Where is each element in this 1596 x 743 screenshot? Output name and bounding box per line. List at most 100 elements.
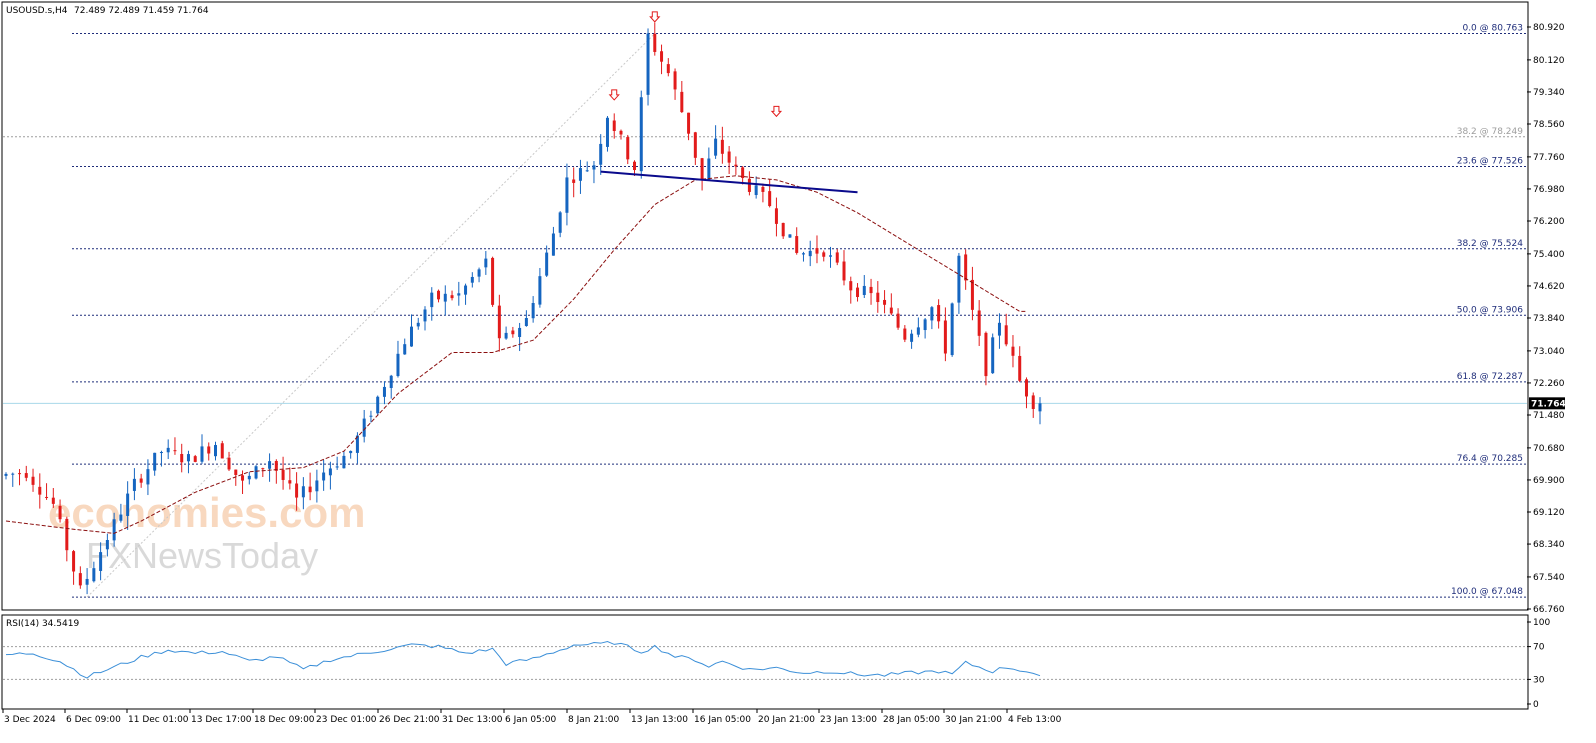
rsi-label: RSI(14) 34.5419 (6, 619, 79, 629)
fib-diagonal-line (86, 33, 656, 598)
candle-body (389, 375, 393, 388)
candle (477, 267, 481, 283)
candle (349, 450, 353, 459)
candle-body (477, 269, 481, 277)
candle-body (545, 252, 549, 276)
candle-body (639, 97, 643, 172)
candle (105, 533, 109, 557)
watermark-economies: economies.com (48, 489, 365, 536)
candle (464, 283, 468, 305)
candle (72, 549, 76, 585)
candle-body (592, 165, 596, 170)
candle-body (322, 472, 326, 481)
candle (545, 245, 549, 277)
rsi-tick-label: 70 (1533, 643, 1545, 653)
candle-body (214, 445, 218, 457)
fib-level-label: 76.4 @ 70.285 (1457, 454, 1523, 464)
candle-body (883, 299, 887, 305)
candle (261, 467, 265, 478)
candle (734, 156, 738, 175)
candle-body (660, 51, 664, 62)
candle (828, 246, 832, 268)
candle (835, 249, 839, 266)
candle (700, 157, 704, 191)
candle (31, 468, 35, 492)
candle-body (646, 33, 650, 95)
candle-body (281, 469, 285, 480)
candle (322, 459, 326, 491)
candle (315, 469, 319, 503)
candle-body (511, 330, 515, 335)
candle (1024, 377, 1028, 409)
time-axis: 3 Dec 2024 6 Dec 09:00 11 Dec 01:00 13 Dec … (2, 709, 1062, 725)
candle-body (99, 552, 103, 571)
candle (146, 459, 150, 496)
candle (761, 183, 765, 203)
candle-body (950, 303, 954, 356)
candle-body (862, 285, 866, 295)
candle-body (261, 468, 265, 470)
candle-body (335, 466, 339, 468)
candle-body (734, 164, 738, 167)
candle-body (828, 255, 832, 257)
main-chart-frame (1, 1, 1529, 611)
candle-body (254, 466, 258, 479)
candle-body (112, 519, 116, 541)
candle (903, 325, 907, 343)
candle-body (876, 292, 880, 303)
candle (234, 469, 238, 486)
candle (443, 285, 447, 316)
candle (173, 437, 177, 455)
price-tick-label: 79.340 (1533, 88, 1565, 98)
candle (1031, 392, 1035, 418)
candle-body (518, 327, 522, 337)
candle (551, 226, 555, 256)
candle (112, 512, 116, 547)
candle-body (38, 486, 42, 495)
candle-body (633, 161, 637, 171)
price-tick-label: 68.340 (1533, 540, 1565, 550)
candle-body (200, 446, 204, 462)
candle (923, 318, 927, 339)
candle-body (1024, 379, 1028, 397)
candle (166, 439, 170, 460)
ma-line (5, 175, 1027, 534)
candle-body (186, 454, 190, 462)
candle-body (362, 418, 366, 437)
time-tick-label: 16 Jan 05:00 (694, 715, 751, 725)
time-tick-label: 28 Jan 05:00 (883, 715, 940, 725)
candle-body (166, 447, 170, 453)
candle-body (58, 505, 62, 520)
candle (119, 503, 123, 523)
current-price-box (1529, 397, 1565, 410)
candle (572, 167, 576, 198)
candle-body (774, 208, 778, 224)
fib-level-label: 0.0 @ 80.763 (1462, 23, 1523, 33)
candle-body (997, 322, 1001, 336)
candle-body (504, 332, 508, 339)
candle-body (808, 250, 812, 257)
candle-body (741, 167, 745, 179)
candle (342, 451, 346, 469)
candle (889, 293, 893, 316)
fib-level-label: 38.2 @ 78.249 (1457, 127, 1524, 137)
candle (153, 452, 157, 476)
candle-body (896, 313, 900, 328)
candle (180, 443, 184, 473)
candle-body (4, 473, 8, 476)
candle (970, 266, 974, 321)
time-tick-label: 23 Dec 01:00 (316, 715, 377, 725)
candle-body (714, 138, 718, 156)
candle (991, 333, 995, 374)
candle-body (578, 168, 582, 181)
candle (997, 313, 1001, 349)
rsi-line (5, 641, 1041, 679)
candle-body (497, 305, 501, 339)
candle (720, 126, 724, 164)
fib-level-label: 38.2 @ 75.524 (1457, 239, 1524, 249)
candle-body (626, 137, 630, 160)
candle (491, 256, 495, 307)
candle (768, 179, 772, 208)
